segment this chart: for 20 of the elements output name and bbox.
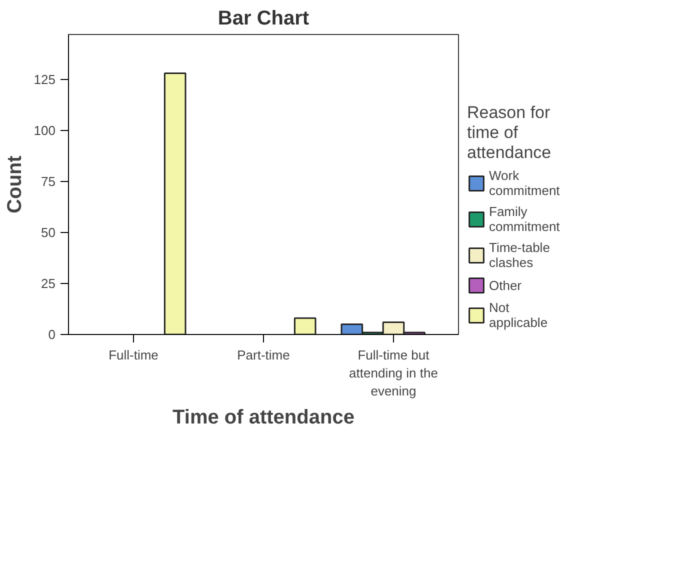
x-tick-label: Part-time <box>237 348 290 362</box>
bar <box>164 72 186 334</box>
legend-label: Time-table clashes <box>489 240 550 270</box>
legend-label: Family commitment <box>489 204 560 234</box>
legend-label: Other <box>489 278 522 292</box>
legend-label: Work commitment <box>489 168 560 198</box>
x-axis-title: Time of attendance <box>172 406 354 428</box>
bar <box>294 317 316 334</box>
x-tick-label: Full-time <box>108 348 158 362</box>
x-tick-label: Full-time but attending in the evening <box>349 348 438 398</box>
y-tick-label: 75 <box>41 174 56 189</box>
y-tick-label: 50 <box>41 224 56 240</box>
chart-title: Bar Chart <box>218 8 310 30</box>
y-tick-label: 125 <box>34 72 56 87</box>
legend-label: Not applicable <box>489 300 548 330</box>
y-tick-label: 25 <box>41 276 56 291</box>
y-tick-label: 100 <box>34 122 56 138</box>
y-tick-label: 0 <box>48 327 56 342</box>
legend-title: Reason for time of attendance <box>467 103 552 163</box>
y-axis-title: Count <box>4 155 26 214</box>
